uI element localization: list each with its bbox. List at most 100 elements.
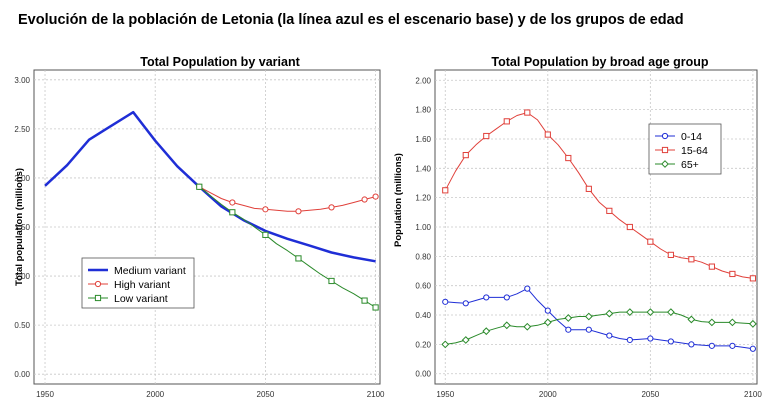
data-point (749, 275, 756, 282)
legend-marker (94, 294, 102, 302)
data-point (502, 321, 511, 330)
x-tick-label: 2050 (641, 390, 659, 399)
series-medium-variant (44, 110, 376, 263)
data-point (229, 209, 236, 216)
data-point (667, 338, 674, 345)
y-tick-label: 1.50 (14, 223, 30, 232)
chart-total-population-by-variant: Total Population by variant 0.00 0.50 1.00 1… (14, 55, 385, 399)
data-point (524, 109, 531, 116)
series-0-14 (442, 285, 756, 352)
series-line (199, 186, 376, 212)
data-point (262, 206, 269, 213)
data-point (585, 326, 592, 333)
data-point (626, 336, 633, 344)
y-tick-label: 2.50 (14, 125, 30, 134)
data-point (729, 342, 736, 349)
data-point (749, 345, 756, 352)
data-point (647, 335, 654, 342)
data-point (565, 154, 572, 162)
y-tick-label: 1.00 (14, 272, 30, 281)
y-tick-label: 0.20 (415, 340, 431, 349)
data-point (606, 207, 613, 214)
y-tick-label: 1.80 (415, 106, 431, 115)
y-tick-label: 0.80 (415, 252, 431, 261)
data-point (523, 322, 532, 331)
data-point (544, 307, 551, 314)
data-point (361, 297, 368, 304)
data-point (625, 308, 634, 317)
data-point (667, 251, 674, 258)
data-point (462, 300, 469, 307)
legend-label: Medium variant (114, 265, 186, 277)
legend-item: Medium variant (88, 265, 186, 277)
data-point (372, 304, 379, 311)
data-point (605, 309, 614, 318)
legend-label: 65+ (681, 159, 699, 171)
y-tick-label: 0.50 (14, 321, 30, 330)
data-point (688, 256, 695, 263)
series-line (445, 311, 753, 345)
data-point (503, 118, 510, 125)
data-point (295, 208, 302, 215)
legend-marker (661, 132, 669, 140)
y-tick-label: 2.00 (415, 76, 431, 85)
legend-item: 0-14 (655, 131, 702, 143)
series-line (44, 110, 376, 263)
data-point (626, 223, 633, 231)
series-line (198, 186, 376, 308)
data-point (461, 336, 470, 344)
legend-item: Low variant (88, 293, 168, 305)
x-tick-label: 2050 (257, 390, 275, 399)
y-tick-label: 3.00 (14, 76, 30, 85)
data-point (688, 341, 695, 348)
data-point (483, 132, 490, 140)
chart-population-by-age-group: Total Population by broad age group 0.00 0… (393, 55, 762, 399)
y-tick-label: 1.60 (415, 135, 431, 144)
data-point (442, 298, 449, 305)
series-low-variant (196, 183, 379, 311)
x-tick-label: 2100 (744, 390, 762, 399)
legend-item: 15-64 (655, 145, 708, 157)
data-point (564, 314, 573, 322)
y-tick-label: 1.40 (415, 164, 431, 173)
data-point (687, 315, 696, 324)
data-point (328, 277, 335, 285)
y-tick-label: 0.00 (14, 370, 30, 379)
y-axis-label: Population (millions) (393, 153, 404, 247)
y-tick-label: 1.00 (415, 223, 431, 232)
x-tick-label: 2100 (367, 390, 385, 399)
data-point (442, 187, 449, 194)
x-tick-label: 2000 (146, 390, 164, 399)
data-point (462, 152, 469, 159)
data-point (707, 318, 716, 327)
legend-item: High variant (88, 279, 170, 291)
chart-title: Total Population by variant (140, 55, 300, 69)
data-point (728, 318, 737, 327)
data-point (729, 270, 736, 278)
data-point (262, 231, 269, 238)
y-axis-label: Total population (millions) (14, 168, 25, 286)
data-point (372, 193, 379, 200)
x-tick-label: 1950 (36, 390, 54, 399)
data-point (503, 294, 510, 301)
series-15-64 (442, 109, 756, 282)
series-line (445, 288, 753, 350)
series-line (444, 112, 753, 279)
legend-item: 65+ (655, 159, 699, 171)
y-tick-label: 1.20 (415, 194, 431, 203)
data-point (295, 255, 302, 262)
data-point (708, 263, 715, 270)
data-point (196, 183, 203, 190)
legend-marker (661, 160, 669, 168)
legend: 0-14 15-64 65+ (648, 123, 722, 175)
y-tick-label: 0.00 (415, 370, 431, 379)
legend-label: 15-64 (681, 145, 708, 157)
data-point (441, 340, 450, 349)
data-point (229, 199, 236, 206)
data-point (606, 332, 613, 339)
data-point (328, 204, 335, 211)
data-point (647, 238, 654, 245)
legend-label: High variant (114, 279, 170, 291)
legend-marker (94, 280, 102, 288)
y-tick-label: 0.60 (415, 282, 431, 291)
